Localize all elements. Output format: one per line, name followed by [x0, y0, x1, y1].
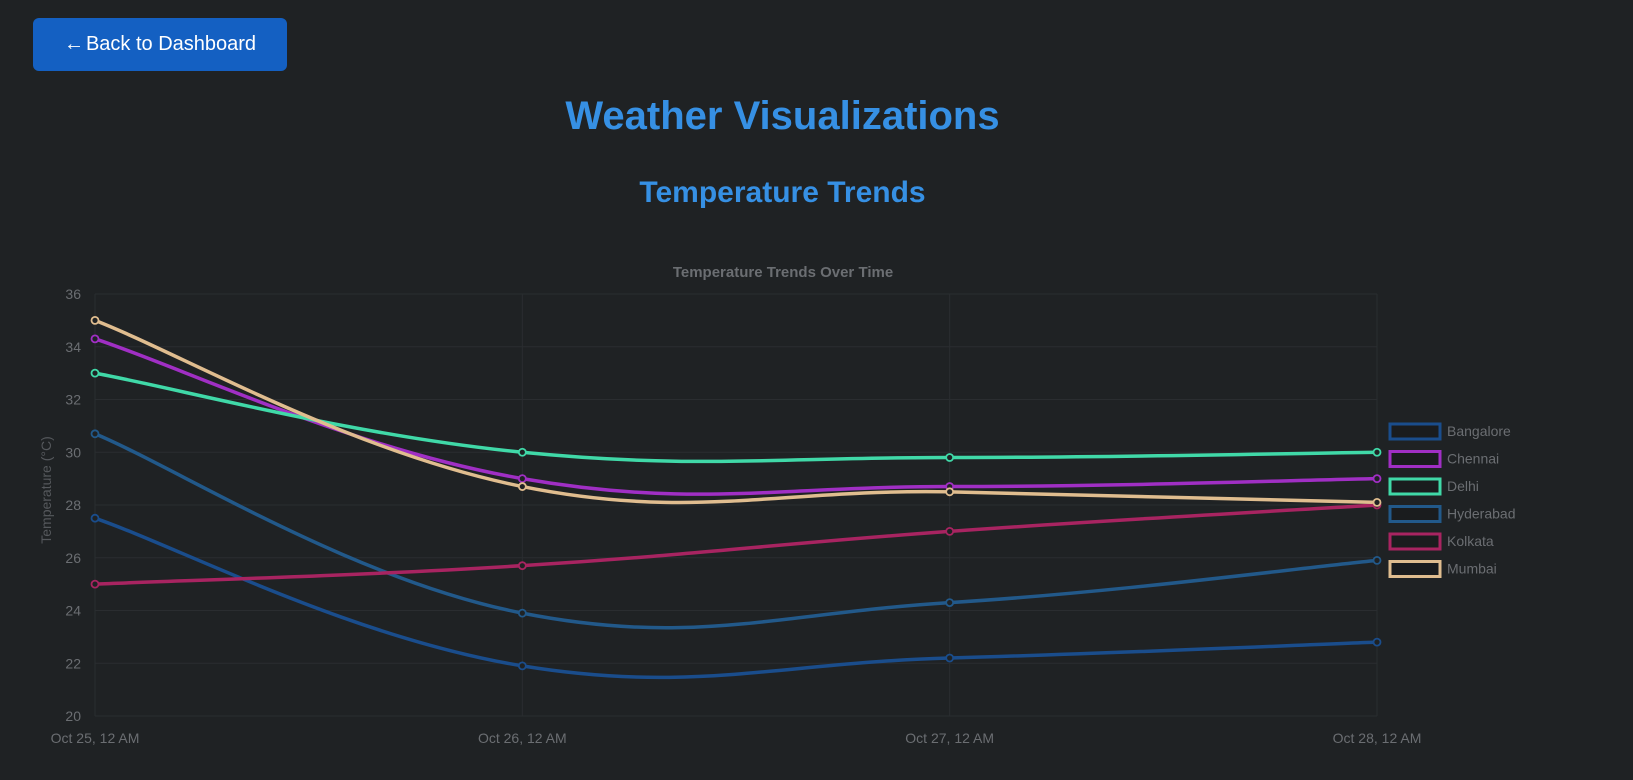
data-point-delhi[interactable]: [517, 447, 527, 457]
left-arrow-icon: ←: [63, 33, 84, 55]
data-point-kolkata[interactable]: [90, 579, 100, 589]
x-axis-ticks: Oct 25, 12 AM Oct 26, 12 AM Oct 27, 12 AM O…: [51, 730, 1422, 746]
y-tick-label: 28: [65, 497, 81, 513]
data-point-mumbai[interactable]: [90, 315, 100, 325]
data-point-mumbai[interactable]: [1372, 497, 1382, 507]
y-tick-label: 24: [65, 603, 81, 619]
series-line-bangalore: [93, 516, 1379, 680]
section-title: Temperature Trends: [639, 176, 926, 209]
page-title: Weather Visualizations: [565, 94, 1000, 138]
y-tick-label: 26: [65, 550, 81, 566]
data-point-hyderabad[interactable]: [90, 429, 100, 439]
series-line-delhi: [93, 371, 1379, 464]
data-point-chennai[interactable]: [517, 474, 527, 484]
temperature-chart: Temperature Trends Over Time Temperature…: [0, 250, 1633, 780]
back-button-label: Back to Dashboard: [85, 33, 257, 55]
x-tick-label: Oct 25, 12 AM: [51, 730, 140, 746]
legend-swatch: [1388, 477, 1442, 496]
legend-item-delhi[interactable]: Delhi: [1388, 477, 1479, 496]
data-point-delhi[interactable]: [945, 453, 955, 462]
legend-item-hyderabad[interactable]: Hyderabad: [1388, 505, 1516, 523]
data-point-kolkata[interactable]: [517, 561, 527, 571]
legend-swatch: [1388, 532, 1442, 551]
legend-swatch: [1388, 560, 1442, 578]
legend-swatch: [1388, 505, 1442, 523]
series-line-kolkata: [93, 503, 1379, 586]
chart-svg: Temperature Trends Over Time Temperature…: [38, 264, 1516, 746]
data-point-bangalore[interactable]: [1372, 637, 1382, 647]
series-line-hyderabad: [93, 432, 1379, 630]
legend-item-bangalore[interactable]: Bangalore: [1388, 422, 1511, 441]
legend-label: Kolkata: [1447, 533, 1494, 549]
data-point-hyderabad[interactable]: [517, 608, 527, 618]
data-point-kolkata[interactable]: [945, 526, 955, 536]
legend-label: Hyderabad: [1447, 506, 1516, 522]
data-point-mumbai[interactable]: [517, 482, 527, 491]
legend-swatch: [1388, 450, 1442, 468]
y-tick-label: 30: [65, 444, 81, 460]
data-point-hyderabad[interactable]: [1372, 555, 1382, 565]
legend-item-mumbai[interactable]: Mumbai: [1388, 560, 1497, 578]
y-tick-label: 34: [65, 339, 81, 355]
data-point-chennai[interactable]: [1372, 474, 1382, 484]
legend-label: Chennai: [1447, 451, 1499, 467]
back-to-dashboard-button[interactable]: ← Back to Dashboard: [33, 18, 287, 71]
y-tick-label: 22: [65, 655, 81, 671]
y-axis-ticks: 20 22 24 26 28 30 32 34 36: [65, 286, 81, 724]
data-point-delhi[interactable]: [1372, 447, 1382, 457]
legend-label: Delhi: [1447, 478, 1479, 494]
chart-legend: Bangalore Chennai Delhi Hyderabad Kolkata Mum…: [1388, 422, 1516, 578]
data-point-chennai[interactable]: [90, 334, 100, 344]
series-line-chennai: [93, 337, 1379, 496]
chart-grid: [94, 293, 1378, 717]
x-tick-label: Oct 28, 12 AM: [1333, 730, 1422, 746]
y-tick-label: 20: [65, 708, 81, 724]
legend-swatch: [1388, 422, 1442, 441]
data-point-bangalore[interactable]: [90, 513, 100, 523]
legend-label: Mumbai: [1447, 561, 1497, 577]
series-line-mumbai: [93, 318, 1379, 505]
data-point-bangalore[interactable]: [517, 661, 527, 671]
data-point-mumbai[interactable]: [945, 487, 955, 497]
y-tick-label: 32: [65, 392, 81, 408]
series-points: [90, 315, 1382, 671]
x-tick-label: Oct 27, 12 AM: [905, 730, 994, 746]
y-axis-label: Temperature (°C): [38, 436, 54, 544]
data-point-hyderabad[interactable]: [945, 598, 955, 607]
data-point-delhi[interactable]: [90, 368, 100, 378]
x-tick-label: Oct 26, 12 AM: [478, 730, 567, 746]
legend-item-chennai[interactable]: Chennai: [1388, 450, 1499, 468]
y-tick-label: 36: [65, 286, 81, 302]
legend-label: Bangalore: [1447, 423, 1511, 439]
chart-title: Temperature Trends Over Time: [673, 264, 893, 281]
data-point-bangalore[interactable]: [945, 653, 955, 663]
legend-item-kolkata[interactable]: Kolkata: [1388, 532, 1494, 551]
series-lines: [93, 318, 1379, 680]
